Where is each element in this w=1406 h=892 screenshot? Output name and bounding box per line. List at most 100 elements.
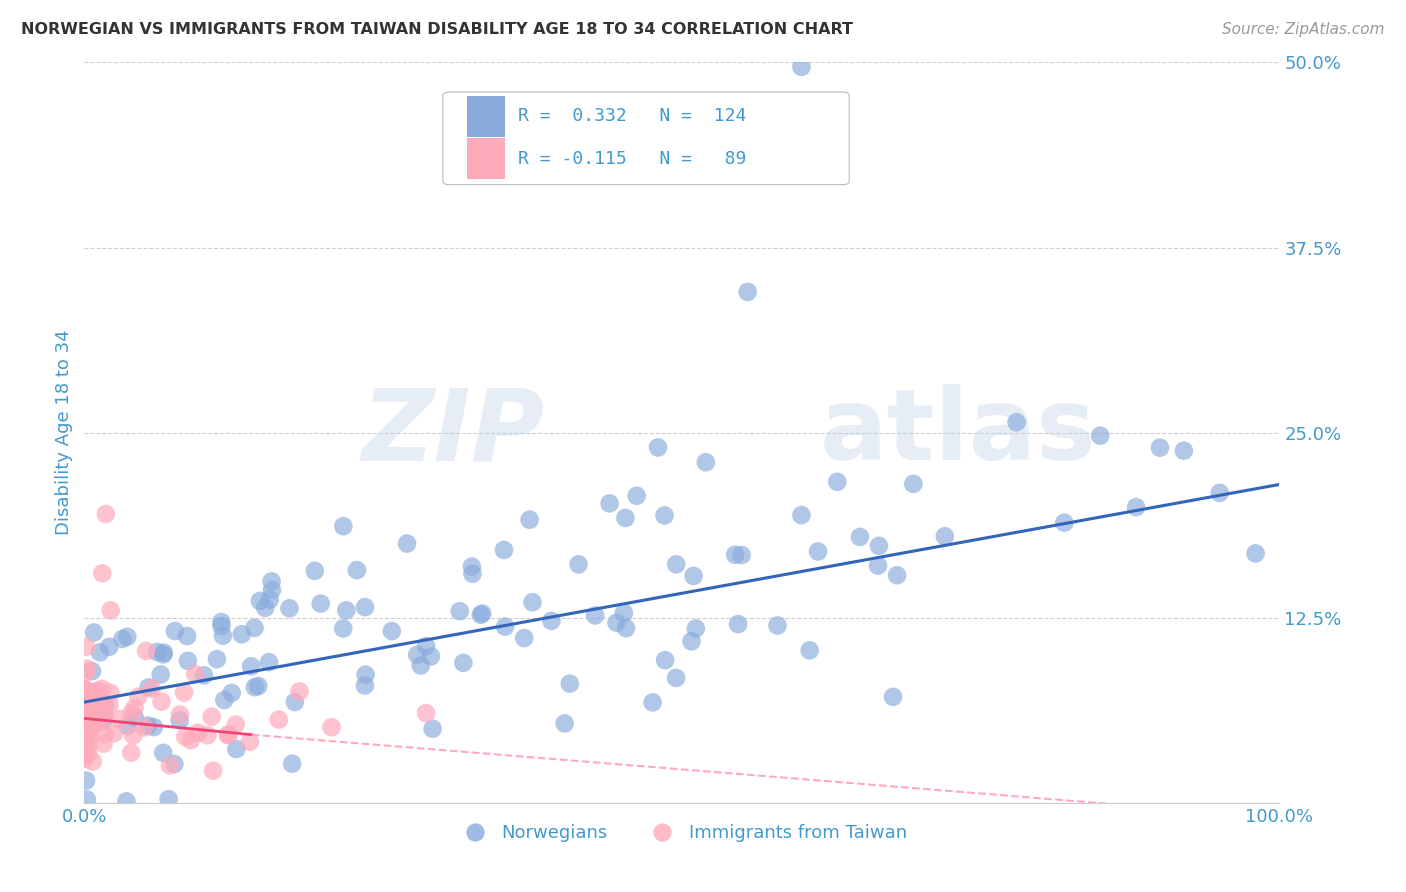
Point (73, 700, 96, 714)
Point (665, 671, 688, 685)
Point (354, 679, 377, 693)
Point (87, 684, 110, 698)
Point (94, 698, 117, 712)
Point (177, 654, 200, 668)
Point (73, 747, 96, 762)
Point (249, 594, 271, 608)
Point (89, 715, 111, 730)
Point (221, 686, 243, 700)
Point (73, 725, 96, 739)
Point (554, 716, 576, 731)
Point (75, 709, 97, 723)
Point (82, 755, 104, 769)
Point (120, 746, 142, 760)
Point (1005, 415, 1028, 429)
Point (558, 676, 581, 690)
Point (184, 666, 207, 681)
Point (75, 640, 97, 654)
Point (613, 606, 636, 620)
Point (654, 653, 676, 667)
Point (288, 684, 311, 698)
Point (73, 744, 96, 758)
Point (93, 737, 115, 751)
Point (94, 708, 117, 723)
Point (80, 690, 103, 705)
Point (75, 709, 97, 723)
Point (93, 713, 115, 727)
Point (174, 730, 197, 744)
Point (205, 652, 228, 666)
Point (332, 519, 354, 533)
Point (849, 530, 872, 544)
Point (212, 629, 235, 643)
Point (124, 701, 146, 715)
Point (218, 728, 240, 742)
Point (449, 604, 471, 618)
Point (260, 583, 283, 598)
Point (239, 735, 262, 749)
Point (267, 713, 290, 727)
Point (406, 648, 429, 662)
Point (415, 639, 437, 653)
Point (80, 664, 103, 678)
Point (75, 729, 97, 743)
Point (309, 597, 332, 611)
Point (77, 709, 100, 723)
Point (122, 728, 145, 742)
Point (73, 736, 96, 750)
Text: ZIP: ZIP (361, 384, 544, 481)
Point (117, 719, 139, 733)
Point (120, 706, 142, 720)
Point (727, 617, 749, 632)
Point (98, 698, 121, 712)
Point (75, 773, 97, 788)
Point (461, 559, 484, 574)
Point (76, 699, 98, 714)
Legend: Norwegians, Immigrants from Taiwan: Norwegians, Immigrants from Taiwan (450, 817, 914, 849)
Point (197, 728, 219, 742)
Point (409, 658, 432, 673)
Point (100, 686, 122, 700)
Point (152, 648, 174, 662)
Point (111, 632, 134, 646)
Point (76, 792, 98, 806)
Y-axis label: Disability Age 18 to 34: Disability Age 18 to 34 (55, 330, 73, 535)
Point (396, 536, 419, 550)
Point (260, 574, 283, 589)
Point (73, 696, 96, 710)
Text: atlas: atlas (820, 384, 1095, 481)
Point (605, 615, 627, 630)
Point (73, 752, 96, 766)
Point (157, 792, 180, 806)
Point (84, 684, 107, 698)
Point (94, 507, 117, 521)
Point (886, 568, 908, 582)
Point (214, 693, 236, 707)
Point (614, 621, 637, 635)
Point (494, 620, 516, 634)
Point (73, 731, 96, 745)
Point (91, 681, 114, 696)
Point (163, 757, 186, 772)
Point (141, 681, 163, 696)
Point (77, 746, 100, 760)
Point (75, 693, 97, 707)
Point (665, 558, 688, 572)
Point (77, 724, 100, 739)
Point (540, 614, 562, 628)
Point (211, 619, 233, 633)
Point (201, 709, 224, 723)
Point (1244, 546, 1267, 560)
Point (304, 564, 326, 578)
Point (169, 713, 191, 727)
Point (89, 645, 111, 659)
Point (110, 712, 132, 726)
Point (73, 705, 96, 719)
Point (599, 496, 621, 510)
Point (86, 698, 108, 712)
Point (614, 511, 637, 525)
Point (75, 694, 97, 708)
Point (75, 665, 97, 680)
Bar (467, 96, 505, 136)
Point (225, 742, 247, 756)
